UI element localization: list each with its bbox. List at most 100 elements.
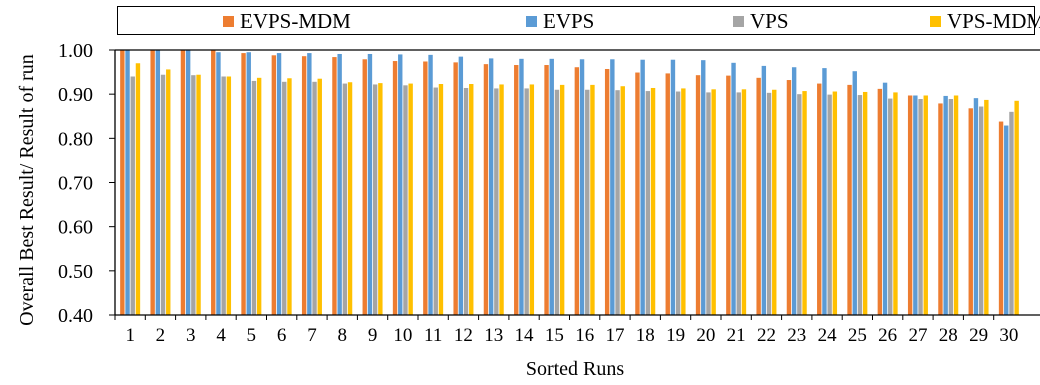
bar-evps-9 <box>367 53 373 315</box>
bar-vps-mdm-6 <box>287 78 292 316</box>
y-tick-label: 0.80 <box>58 128 93 150</box>
x-tick-label: 5 <box>247 325 257 346</box>
bar-evps-30 <box>1004 125 1009 315</box>
bar-vps-mdm-11 <box>438 84 444 315</box>
bar-vps-mdm-5 <box>256 77 262 315</box>
bar-evps-13 <box>488 58 494 315</box>
bar-evps-10 <box>398 54 403 316</box>
bar-evps-14 <box>519 58 524 315</box>
x-tick-label: 29 <box>969 325 988 346</box>
x-tick-label: 11 <box>424 325 442 346</box>
bar-evps-2 <box>155 50 161 315</box>
x-tick-label: 3 <box>186 325 196 346</box>
bar-vps-mdm-19 <box>681 88 686 315</box>
bar-evps-26 <box>882 82 888 316</box>
y-tick-label: 0.50 <box>58 261 93 283</box>
bar-evps-mdm-9 <box>362 59 367 315</box>
bar-vps-22 <box>766 92 772 315</box>
bar-evps-18 <box>640 59 645 315</box>
x-tick-label: 16 <box>575 325 594 346</box>
bar-vps-mdm-27 <box>923 95 928 316</box>
bar-vps-21 <box>736 92 741 316</box>
y-tick-label: 0.90 <box>58 84 93 106</box>
legend-swatch <box>526 16 537 27</box>
bar-vps-11 <box>433 87 438 315</box>
x-tick-label: 15 <box>545 325 564 346</box>
legend-label: VPS-MDM <box>947 9 1040 33</box>
bar-evps-20 <box>701 60 706 315</box>
bar-evps-mdm-15 <box>544 65 549 316</box>
bar-vps-23 <box>797 94 802 315</box>
y-tick-label: 0.70 <box>58 173 93 195</box>
bar-vps-mdm-30 <box>1014 100 1019 315</box>
x-tick-label: 26 <box>878 325 897 346</box>
bar-evps-mdm-29 <box>968 108 973 315</box>
bar-evps-19 <box>670 59 676 315</box>
bar-vps-24 <box>827 94 832 315</box>
bar-vps-mdm-3 <box>196 74 201 315</box>
bar-vps-13 <box>494 88 499 315</box>
bar-vps-17 <box>615 90 620 315</box>
x-tick-label: 12 <box>454 325 473 346</box>
bar-evps-16 <box>579 59 585 315</box>
bar-evps-4 <box>216 52 221 316</box>
y-tick-label: 0.60 <box>58 217 93 239</box>
x-tick-label: 21 <box>727 325 746 346</box>
bar-evps-mdm-6 <box>271 55 277 316</box>
bar-evps-21 <box>731 62 736 316</box>
bar-vps-mdm-16 <box>590 84 595 315</box>
bar-evps-mdm-4 <box>211 50 216 315</box>
bar-vps-mdm-23 <box>802 91 807 315</box>
bar-evps-mdm-8 <box>332 57 337 315</box>
bar-evps-mdm-21 <box>726 75 731 316</box>
bar-vps-4 <box>221 76 226 315</box>
bar-vps-mdm-13 <box>499 84 504 315</box>
bar-evps-mdm-2 <box>150 50 155 315</box>
bar-vps-mdm-2 <box>166 69 171 316</box>
bar-evps-28 <box>943 95 948 316</box>
bar-evps-7 <box>307 53 312 316</box>
legend-item-evps: EVPS <box>526 10 594 32</box>
bar-vps-mdm-25 <box>862 91 868 316</box>
bar-evps-12 <box>458 56 464 316</box>
bar-evps-mdm-25 <box>847 84 852 315</box>
bar-vps-26 <box>888 98 893 315</box>
legend-label: EVPS <box>543 9 595 33</box>
bar-evps-mdm-14 <box>514 65 519 316</box>
x-tick-label: 6 <box>277 325 287 346</box>
bar-vps-mdm-1 <box>135 63 141 315</box>
bar-evps-mdm-5 <box>241 53 246 316</box>
bar-evps-mdm-17 <box>604 68 610 316</box>
legend-swatch <box>223 16 234 27</box>
bar-vps-mdm-9 <box>378 83 383 316</box>
legend-swatch <box>733 16 744 27</box>
bar-evps-23 <box>791 67 797 315</box>
bar-vps-mdm-29 <box>984 99 989 315</box>
bar-vps-14 <box>524 88 529 315</box>
bar-vps-mdm-10 <box>408 83 413 315</box>
bar-evps-mdm-22 <box>756 77 761 315</box>
bar-vps-mdm-7 <box>317 78 322 316</box>
bar-evps-3 <box>185 50 191 315</box>
bar-vps-19 <box>675 91 681 316</box>
bar-vps-3 <box>191 75 196 316</box>
bar-vps-18 <box>645 91 651 315</box>
bar-vps-15 <box>554 89 560 315</box>
bar-evps-mdm-23 <box>786 80 792 315</box>
legend-swatch <box>930 16 941 27</box>
legend: EVPS-MDM EVPS VPS VPS-MDM <box>117 6 1040 35</box>
bar-evps-11 <box>428 54 433 316</box>
bar-vps-mdm-14 <box>529 84 535 315</box>
bar-evps-mdm-26 <box>877 88 883 316</box>
x-tick-label: 1 <box>125 325 135 346</box>
legend-label: EVPS-MDM <box>240 9 351 33</box>
x-tick-label: 28 <box>939 325 958 346</box>
bar-vps-20 <box>706 92 711 316</box>
bar-evps-8 <box>337 53 342 315</box>
x-tick-label: 8 <box>338 325 348 346</box>
x-tick-label: 23 <box>787 325 806 346</box>
x-tick-label: 22 <box>757 325 776 346</box>
legend-label: VPS <box>750 9 789 33</box>
x-tick-label: 25 <box>848 325 867 346</box>
bar-evps-1 <box>125 50 130 315</box>
